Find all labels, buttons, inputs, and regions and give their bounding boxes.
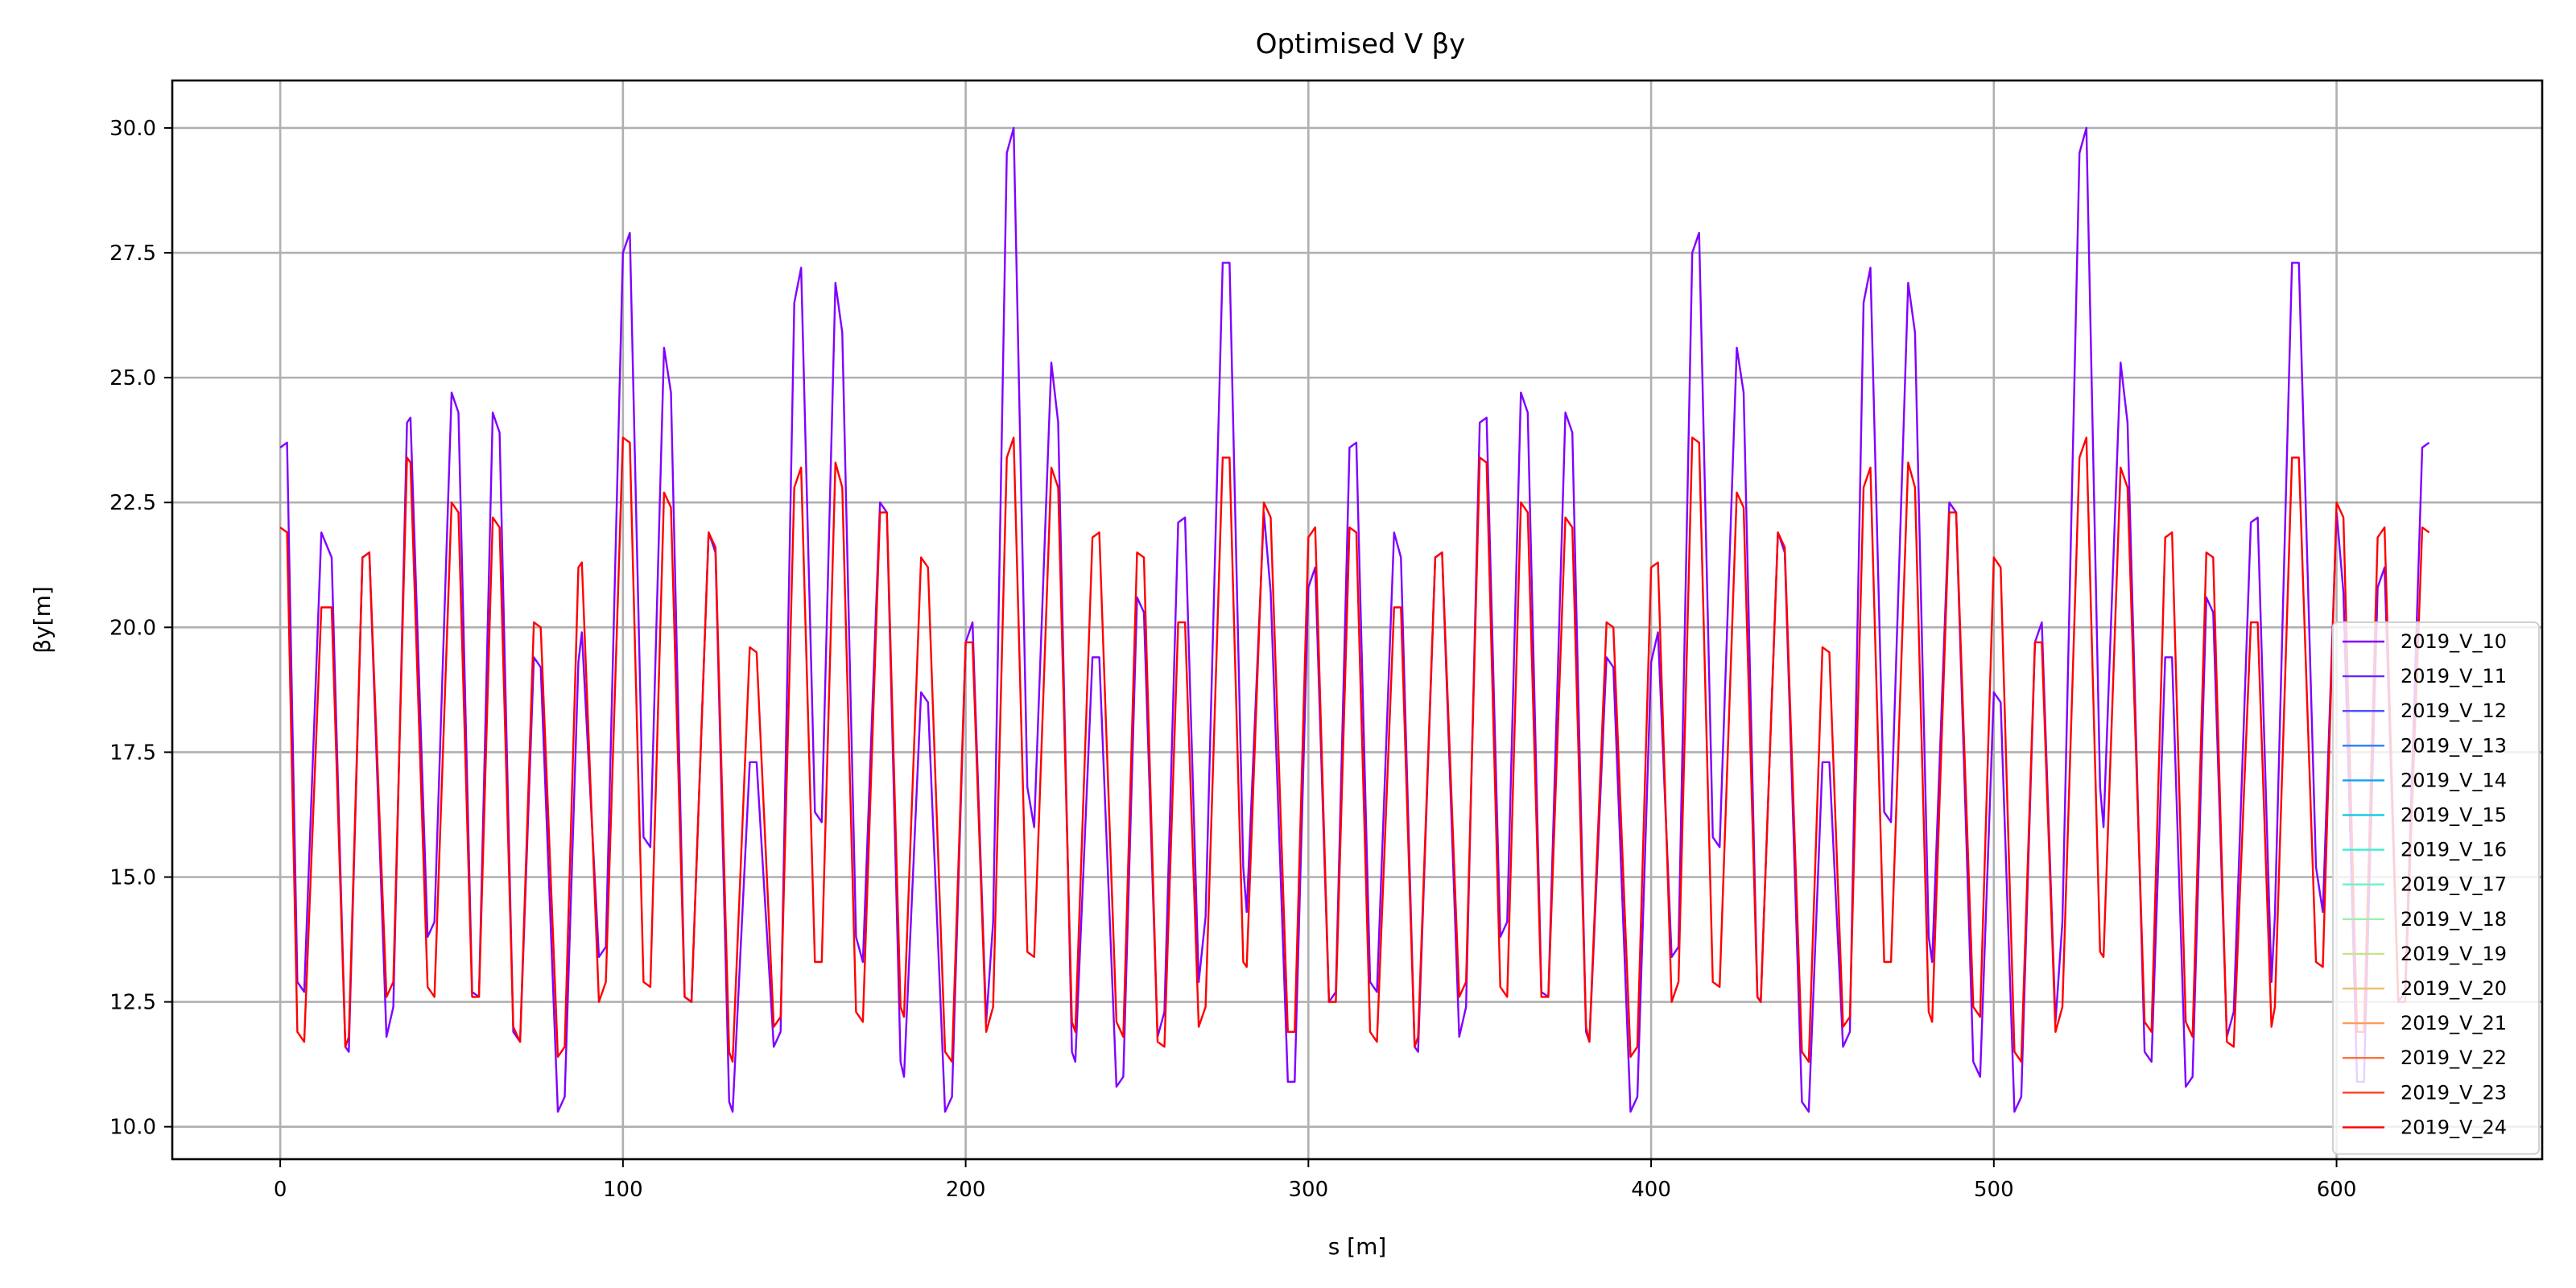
plot-frame [171, 79, 2544, 1161]
x-tick-label: 500 [1974, 1178, 2014, 1202]
legend-label: 2019_V_11 [2401, 665, 2507, 687]
series-line-2019_V_24 [279, 436, 2430, 1063]
series-line-2019_V_10 [279, 126, 2430, 1113]
y-tick-label: 15.0 [109, 865, 156, 890]
x-tick-label: 300 [1289, 1178, 1329, 1202]
y-tick-label: 30.0 [109, 117, 156, 141]
legend-label: 2019_V_13 [2401, 734, 2507, 757]
legend-label: 2019_V_21 [2401, 1012, 2507, 1034]
legend-label: 2019_V_19 [2401, 943, 2507, 965]
legend-label: 2019_V_12 [2401, 700, 2507, 722]
x-axis-label: s [m] [1328, 1233, 1387, 1260]
y-tick-label: 22.5 [109, 491, 156, 515]
y-tick-label: 17.5 [109, 741, 156, 765]
x-tick-label: 200 [946, 1178, 986, 1202]
x-tick-label: 400 [1631, 1178, 1671, 1202]
legend-label: 2019_V_17 [2401, 873, 2507, 896]
y-tick-label: 12.5 [109, 991, 156, 1015]
legend-box [2332, 621, 2540, 1155]
legend-label: 2019_V_18 [2401, 908, 2507, 931]
chart-title: Optimised V βy [1256, 28, 1466, 60]
legend-label: 2019_V_24 [2401, 1116, 2507, 1138]
y-axis-label: βy[m] [29, 586, 56, 654]
y-tick-label: 25.0 [109, 366, 156, 390]
y-tick-label: 10.0 [109, 1116, 156, 1140]
y-tick-label: 27.5 [109, 242, 156, 266]
legend-label: 2019_V_10 [2401, 630, 2507, 653]
x-tick-label: 0 [274, 1178, 287, 1202]
x-tick-label: 600 [2317, 1178, 2357, 1202]
legend: 2019_V_10 2019_V_11 2019_V_12 2019_V_13 2019… [2332, 621, 2540, 1155]
legend-label: 2019_V_16 [2401, 839, 2507, 861]
legend-label: 2019_V_20 [2401, 977, 2507, 1000]
legend-label: 2019_V_14 [2401, 769, 2507, 791]
y-tick-label: 20.0 [109, 616, 156, 640]
legend-label: 2019_V_15 [2401, 804, 2507, 827]
series-lines [279, 126, 2430, 1113]
axis-ticks: 0 100 200 300 400 500 600 10.0 12.5 15.0 17.5 20.0 2… [109, 117, 2356, 1202]
legend-label: 2019_V_23 [2401, 1081, 2507, 1104]
legend-label: 2019_V_22 [2401, 1046, 2507, 1069]
x-tick-label: 100 [603, 1178, 643, 1202]
